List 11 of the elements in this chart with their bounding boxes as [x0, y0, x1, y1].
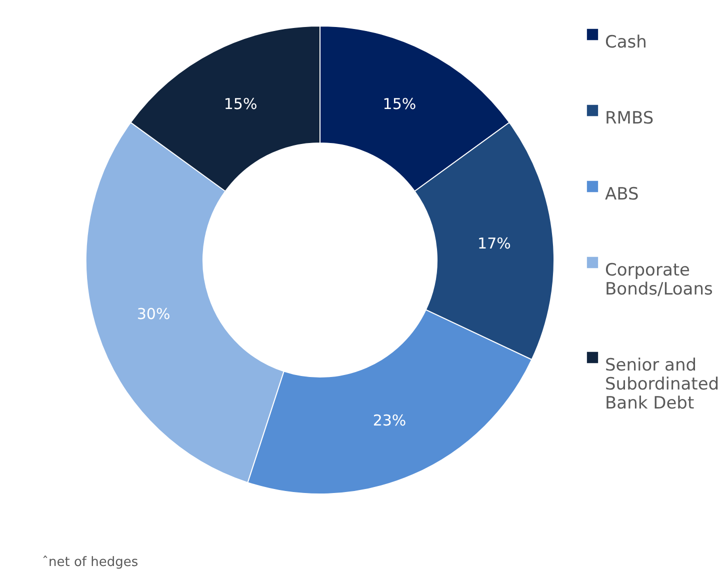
data-label: 17% [478, 234, 511, 253]
data-label: 30% [136, 305, 170, 324]
legend-label: RMBS [605, 108, 654, 128]
data-label: 15% [382, 95, 416, 114]
legend-label: ABS [605, 184, 639, 204]
data-label: 15% [224, 95, 258, 114]
legend-label: Cash [605, 32, 647, 52]
legend-label: Corporate Bonds/Loans [605, 260, 713, 300]
data-label: 23% [372, 412, 406, 430]
legend-label: Senior and Subordinated Bank Debt [605, 356, 718, 414]
text: ˆnet of hedges [42, 555, 138, 570]
